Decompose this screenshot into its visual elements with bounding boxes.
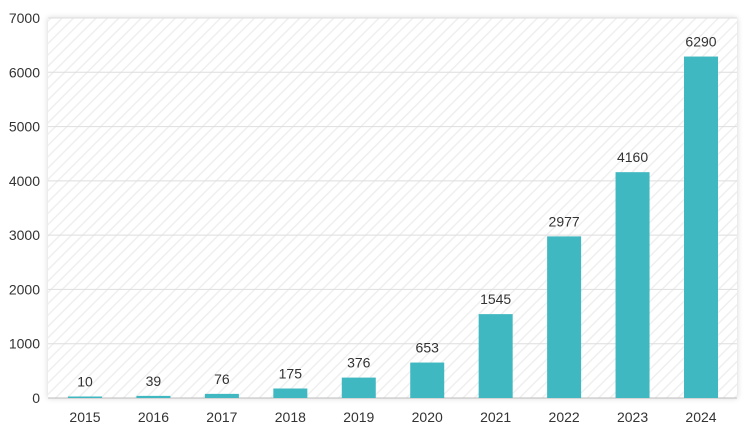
x-tick-label-2018: 2018 [275, 409, 306, 425]
data-label-2015: 10 [77, 374, 93, 390]
bar-2020 [410, 362, 445, 398]
bar-2015 [68, 396, 102, 398]
x-tick-label-2021: 2021 [480, 409, 511, 425]
data-label-2022: 2977 [549, 213, 580, 229]
bar-2022 [547, 236, 582, 398]
bar-2019 [341, 377, 376, 398]
bars [68, 56, 718, 399]
y-tick-label: 7000 [9, 10, 40, 26]
data-label-2017: 76 [214, 371, 230, 387]
y-tick-label: 3000 [9, 227, 40, 243]
x-tick-label-2022: 2022 [549, 409, 580, 425]
data-label-2016: 39 [146, 373, 162, 389]
data-labels: 10 39 76 175 376 653 1545 2977 4160 6290 [77, 34, 717, 390]
data-label-2023: 4160 [617, 149, 648, 165]
x-tick-label-2017: 2017 [206, 409, 237, 425]
bar-2021 [478, 314, 513, 398]
bar-2024 [684, 56, 718, 399]
y-tick-label: 5000 [9, 119, 40, 135]
y-tick-label: 6000 [9, 64, 40, 80]
x-tick-label-2023: 2023 [617, 409, 648, 425]
y-tick-label: 0 [32, 390, 40, 406]
y-tick-label: 4000 [9, 173, 40, 189]
x-tick-label-2019: 2019 [343, 409, 374, 425]
data-label-2024: 6290 [685, 34, 716, 50]
y-tick-label: 1000 [9, 336, 40, 352]
x-tick-label-2020: 2020 [412, 409, 443, 425]
bar-2018 [273, 388, 308, 398]
x-tick-label-2015: 2015 [69, 409, 100, 425]
y-axis-ticks: 0 1000 2000 3000 4000 5000 6000 7000 [9, 10, 40, 406]
bar-2016 [136, 395, 171, 398]
data-label-2021: 1545 [480, 291, 511, 307]
x-axis-ticks: 2015 2016 2017 2018 2019 2020 2021 2022 2023 2024 [69, 409, 716, 425]
x-tick-label-2016: 2016 [138, 409, 169, 425]
data-label-2019: 376 [347, 355, 371, 371]
data-label-2020: 653 [416, 340, 440, 356]
x-tick-label-2024: 2024 [685, 409, 716, 425]
bar-2023 [615, 172, 650, 398]
data-label-2018: 175 [279, 366, 303, 382]
bar-2017 [204, 393, 239, 398]
y-tick-label: 2000 [9, 281, 40, 297]
